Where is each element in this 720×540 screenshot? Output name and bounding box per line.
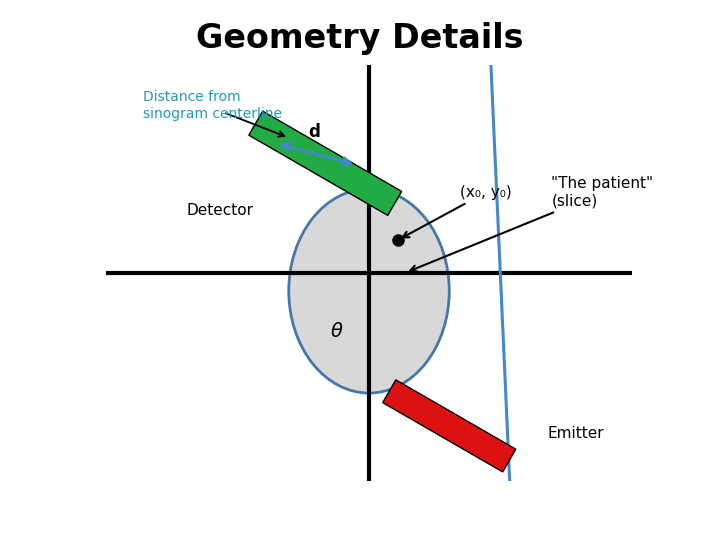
- Text: Distance from
sinogram centerline: Distance from sinogram centerline: [143, 90, 282, 120]
- Text: d: d: [308, 123, 320, 141]
- Text: θ: θ: [330, 321, 342, 341]
- Polygon shape: [249, 111, 402, 215]
- Ellipse shape: [289, 189, 449, 393]
- Text: Emitter: Emitter: [548, 426, 604, 441]
- Polygon shape: [382, 380, 516, 472]
- Text: "The patient"
(slice): "The patient" (slice): [410, 176, 654, 271]
- Text: Detector: Detector: [186, 203, 253, 218]
- Text: Geometry Details: Geometry Details: [197, 22, 523, 55]
- Text: (x₀, y₀): (x₀, y₀): [402, 185, 512, 238]
